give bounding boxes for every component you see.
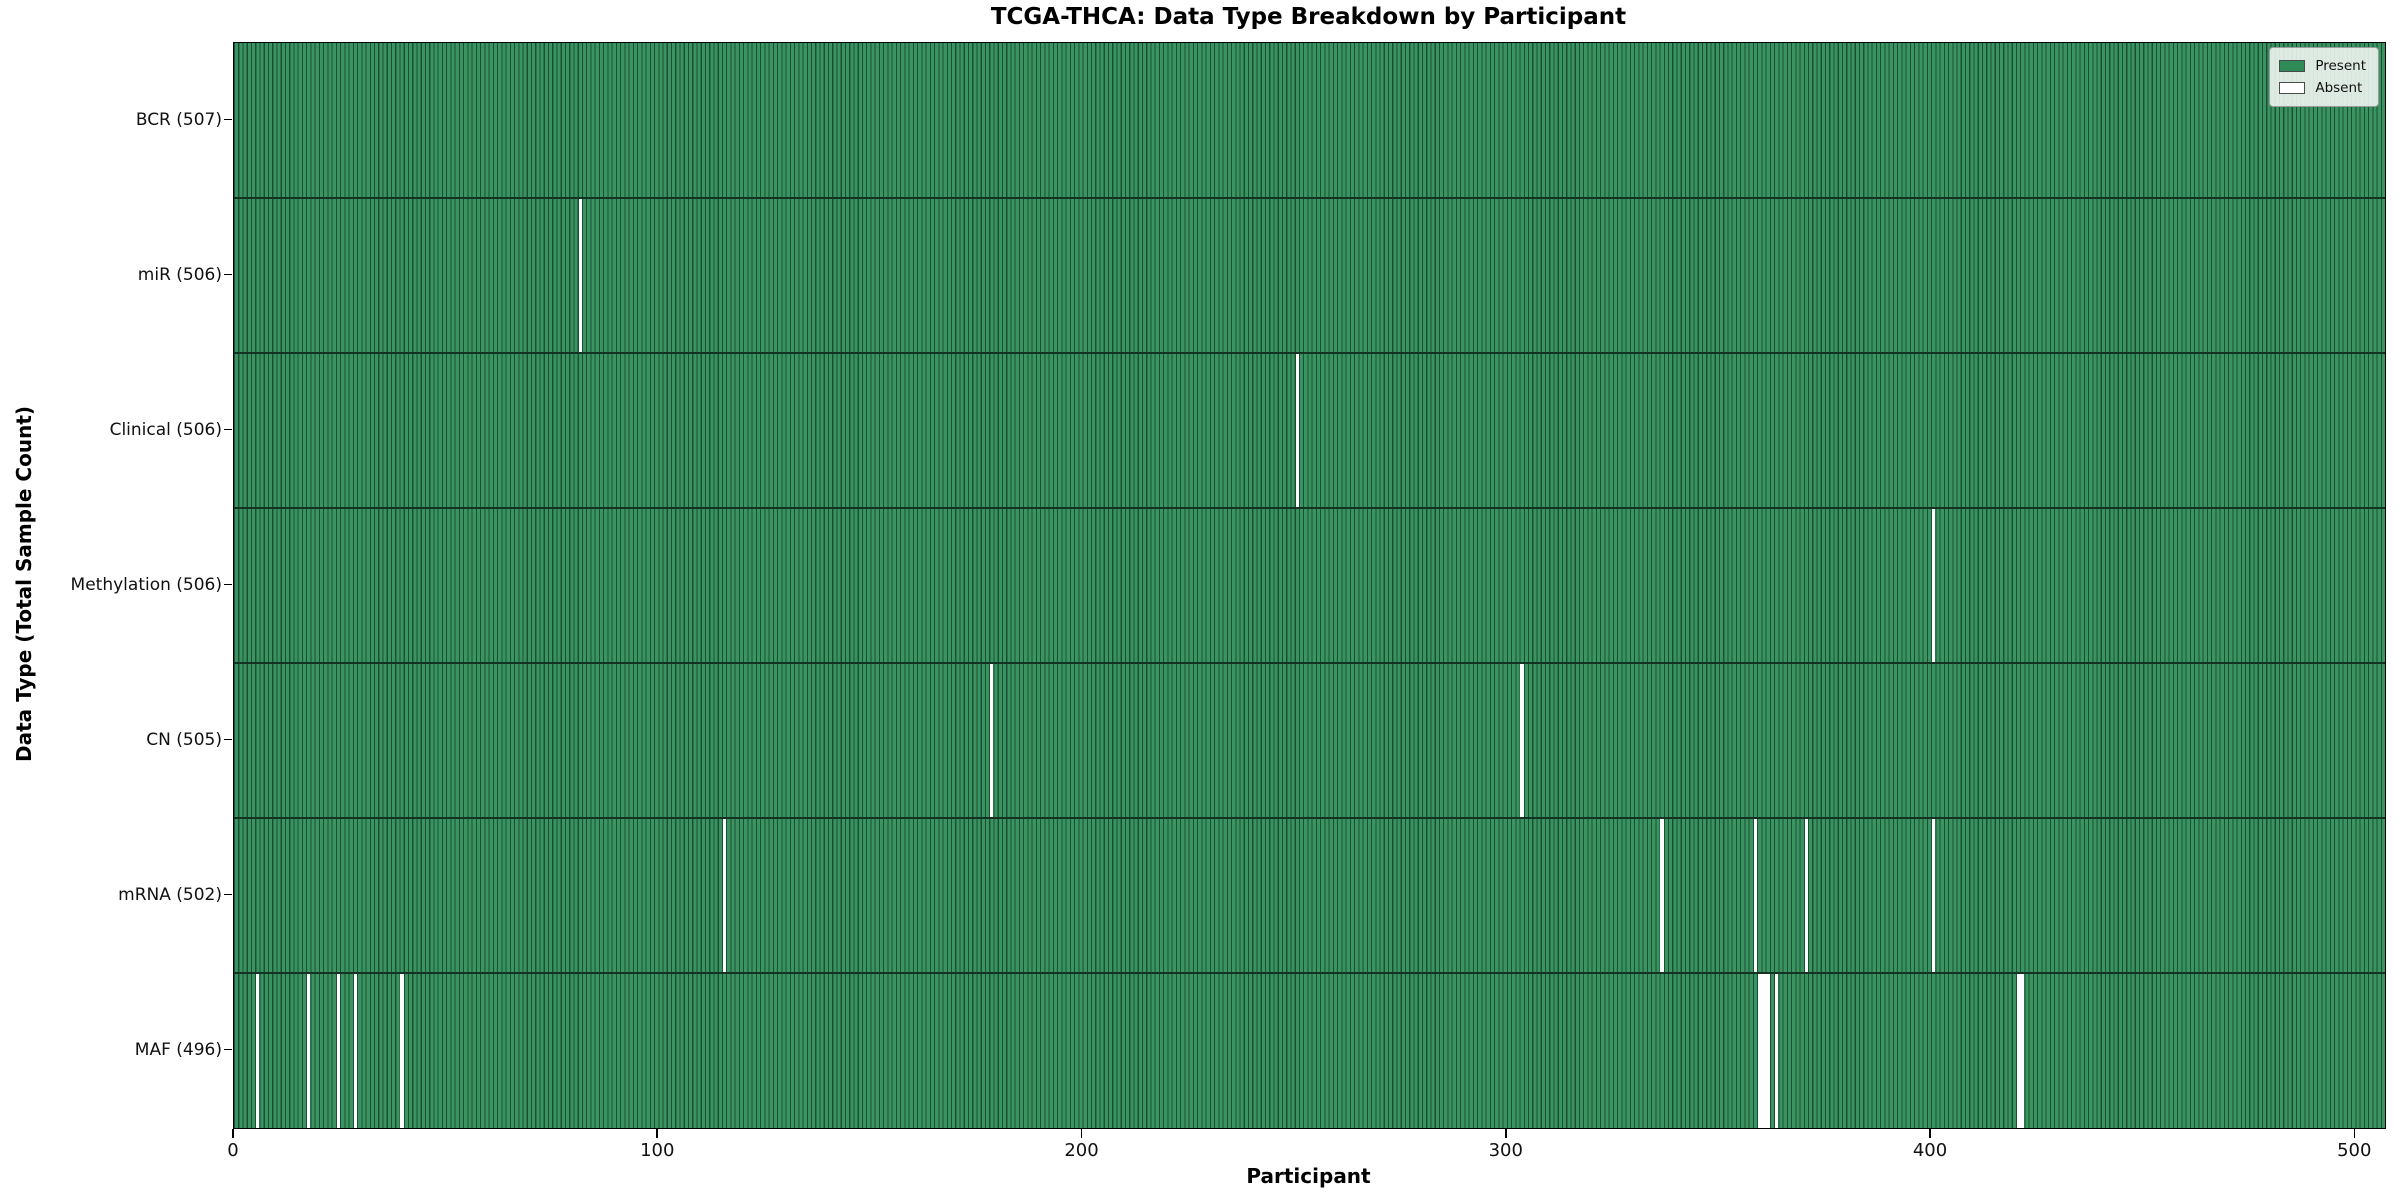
y-tick-label-mrna: mRNA (502) (118, 884, 222, 905)
y-tick-mark (224, 118, 232, 121)
y-tick-mark (224, 583, 232, 586)
y-tick-label-clinical: Clinical (506) (109, 419, 222, 440)
row-separator (234, 352, 2385, 354)
legend-item-absent: Absent (2279, 77, 2366, 99)
y-tick-mark (224, 1048, 232, 1051)
chart-title: TCGA-THCA: Data Type Breakdown by Partic… (990, 4, 1627, 30)
chart-row-maf (234, 973, 2385, 1128)
x-tick-label-0: 0 (227, 1140, 239, 1161)
row-separator (234, 817, 2385, 819)
x-tick-label-500: 500 (2337, 1140, 2372, 1161)
row-separator (234, 662, 2385, 664)
y-tick-mark (224, 273, 232, 276)
y-tick-label-cn: CN (505) (146, 729, 222, 750)
x-tick-mark (1080, 1128, 1083, 1138)
y-tick-mark (224, 428, 232, 431)
y-tick-label-bcr: BCR (507) (135, 109, 222, 130)
chart-row-mir (234, 198, 2385, 353)
legend: Present Absent (2269, 47, 2379, 107)
absent-gap-mrna-358 (1753, 818, 1757, 973)
x-tick-mark (656, 1128, 659, 1138)
legend-label-absent: Absent (2315, 80, 2363, 96)
absent-gap-maf-420 (2016, 973, 2025, 1128)
x-tick-mark (1929, 1128, 1931, 1138)
absent-gap-maf-5 (256, 973, 260, 1128)
x-tick-label-300: 300 (1488, 1140, 1523, 1161)
absent-gap-cn-178 (990, 663, 994, 818)
absent-gap-maf-17 (307, 973, 311, 1128)
y-tick-label-mir: miR (506) (137, 264, 222, 285)
absent-gap-maf-24 (336, 973, 340, 1128)
absent-gap-maf-363 (1774, 973, 1779, 1128)
x-tick-label-100: 100 (640, 1140, 675, 1161)
chart-row-bcr (234, 43, 2385, 198)
x-tick-label-200: 200 (1064, 1140, 1099, 1161)
row-separator (234, 507, 2385, 509)
x-axis-label: Participant (1246, 1164, 1371, 1188)
y-tick-label-maf: MAF (496) (134, 1039, 222, 1060)
chart-row-cn (234, 663, 2385, 818)
row-separator (234, 197, 2385, 199)
absent-gap-mrna-115 (722, 818, 727, 973)
absent-gap-methylation-400 (1931, 508, 1936, 663)
legend-label-present: Present (2315, 58, 2366, 74)
absent-gap-mir-81 (578, 198, 582, 353)
x-tick-mark (2353, 1128, 2356, 1138)
absent-gap-maf-28 (353, 973, 357, 1128)
absent-swatch-icon (2279, 82, 2306, 94)
chart-row-methylation (234, 508, 2385, 663)
y-tick-label-methylation: Methylation (506) (70, 574, 222, 595)
x-tick-label-400: 400 (1912, 1140, 1948, 1161)
x-tick-mark (232, 1128, 234, 1138)
plot-area: Present Absent (233, 42, 2386, 1129)
legend-item-present: Present (2279, 55, 2366, 77)
y-tick-mark (224, 893, 232, 896)
absent-gap-cn-303 (1520, 663, 1524, 818)
chart-row-clinical (234, 353, 2385, 508)
row-separator (234, 972, 2385, 974)
y-tick-mark (224, 738, 232, 741)
absent-gap-mrna-336 (1660, 818, 1664, 973)
present-swatch-icon (2279, 60, 2306, 72)
absent-gap-mrna-370 (1804, 818, 1808, 973)
chart-row-mrna (234, 818, 2385, 973)
x-tick-mark (1504, 1128, 1507, 1138)
absent-gap-maf-39 (400, 973, 404, 1128)
absent-gap-mrna-400 (1931, 818, 1936, 973)
absent-gap-clinical-250 (1295, 353, 1299, 508)
absent-gap-maf-359 (1757, 973, 1770, 1128)
